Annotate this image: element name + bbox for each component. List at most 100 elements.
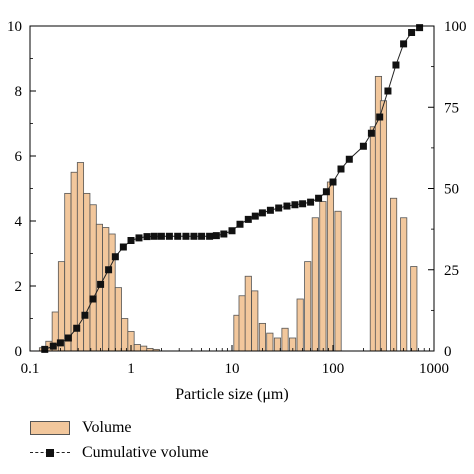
volume-bar <box>410 266 418 352</box>
cumulative-volume-point <box>307 198 315 206</box>
cumulative-volume-point <box>251 212 259 220</box>
cumulative-volume-point <box>127 237 135 244</box>
volume-bar <box>64 192 72 352</box>
cumulative-volume-point <box>157 232 165 240</box>
cumulative-volume-point <box>400 40 408 48</box>
legend-label-cumulative-volume: Cumulative volume <box>82 444 209 461</box>
legend-label-volume: Volume <box>82 419 132 436</box>
left-y-tick-label: 2 <box>15 279 23 295</box>
right-y-tick-label: 100 <box>444 19 467 35</box>
cumulative-volume-point <box>376 113 384 121</box>
cumulative-volume-point <box>81 311 89 319</box>
cumulative-volume-point <box>105 266 113 274</box>
x-tick-label: 1 <box>127 361 135 377</box>
cumulative-volume-point <box>392 61 400 69</box>
volume-bar <box>133 344 141 352</box>
left-y-tick-label: 6 <box>15 149 23 165</box>
volume-bar <box>311 217 319 352</box>
legend-swatch-volume <box>30 421 70 435</box>
volume-bar <box>304 261 312 352</box>
cumulative-volume-point <box>359 142 367 150</box>
cumulative-volume-point <box>266 206 274 214</box>
cumulative-volume-point <box>135 234 143 242</box>
left-y-tick-label: 0 <box>15 344 23 360</box>
volume-bar <box>108 233 116 352</box>
volume-bar <box>379 100 388 352</box>
cumulative-volume-point <box>329 178 337 186</box>
volume-bar <box>89 204 97 352</box>
cumulative-volume-point <box>41 345 49 353</box>
x-tick-label: 100 <box>322 361 345 377</box>
cumulative-volume-point <box>345 155 353 163</box>
cumulative-volume-point <box>150 232 158 240</box>
volume-bar <box>83 192 91 352</box>
x-axis-ticks: 0.1 1 10 100 1000 <box>21 345 449 377</box>
cumulative-volume-point <box>143 233 151 241</box>
legend-item-cumulative-volume: Cumulative volume <box>30 443 209 463</box>
cumulative-volume-point <box>291 201 299 209</box>
volume-bar <box>281 327 289 352</box>
right-y-tick-label: 75 <box>444 100 459 116</box>
volume-bar <box>319 201 327 352</box>
cumulative-volume-point <box>190 232 198 240</box>
cumulative-volume-point <box>89 295 97 303</box>
right-y-axis-ticks: 0 25 50 75 100 <box>428 19 467 360</box>
cumulative-volume-point <box>258 209 266 217</box>
cumulative-volume-point <box>111 253 119 261</box>
cumulative-volume-point <box>49 342 57 350</box>
volume-bar <box>251 290 259 352</box>
volume-bar <box>266 332 274 352</box>
cumulative-volume-point <box>275 204 283 212</box>
legend-line-cumulative-volume <box>30 446 70 460</box>
cumulative-volume-point <box>119 243 127 251</box>
cumulative-volume-point <box>220 230 228 238</box>
cumulative-volume-line <box>41 24 424 353</box>
volume-bars <box>38 75 418 352</box>
cumulative-volume-point <box>299 200 307 208</box>
cumulative-volume-point <box>408 29 416 36</box>
cumulative-volume-point <box>337 165 345 173</box>
legend: Volume Cumulative volume <box>30 414 330 466</box>
left-y-tick-label: 4 <box>15 214 23 230</box>
cumulative-volume-point <box>315 194 323 202</box>
cumulative-volume-point <box>322 188 330 196</box>
x-tick-label: 1000 <box>419 361 449 377</box>
volume-bar <box>273 337 282 352</box>
volume-bar <box>114 287 122 352</box>
volume-bar <box>57 261 66 352</box>
cumulative-volume-point <box>165 232 173 240</box>
cumulative-volume-point <box>198 232 206 240</box>
volume-bar <box>400 217 408 352</box>
volume-bar <box>244 275 252 352</box>
cumulative-volume-point <box>367 129 375 137</box>
cumulative-volume-point <box>283 202 291 210</box>
volume-bar <box>238 295 246 352</box>
cumulative-volume-point <box>56 339 64 347</box>
x-axis-title: Particle size (μm) <box>175 386 288 403</box>
legend-item-volume: Volume <box>30 418 131 438</box>
cumulative-volume-point <box>228 227 236 235</box>
volume-bar <box>334 210 342 352</box>
cumulative-volume-point <box>206 232 214 240</box>
x-tick-label: 0.1 <box>21 361 40 377</box>
left-y-axis-ticks: 0 2 4 6 8 10 <box>7 19 36 360</box>
cumulative-volume-point <box>416 24 424 32</box>
cumulative-volume-point <box>244 215 252 223</box>
cumulative-volume-point <box>384 87 392 95</box>
right-y-tick-label: 25 <box>444 263 459 279</box>
volume-bar <box>390 197 398 352</box>
volume-bar <box>140 345 148 352</box>
volume-bar <box>296 298 304 352</box>
cumulative-volume-point <box>64 334 72 342</box>
volume-bar <box>258 322 266 352</box>
cumulative-volume-point <box>97 280 105 288</box>
volume-bar <box>70 171 78 352</box>
chart: 0.1 1 10 100 1000 0 2 4 6 8 10 0 25 50 75 100 Particl… <box>7 19 467 403</box>
cumulative-volume-point <box>212 232 220 240</box>
right-y-tick-label: 50 <box>444 182 459 198</box>
x-tick-label: 10 <box>225 361 240 377</box>
cumulative-volume-point <box>182 232 190 240</box>
left-y-tick-label: 8 <box>15 84 23 100</box>
right-y-tick-label: 0 <box>444 344 452 360</box>
volume-bar <box>102 227 110 352</box>
